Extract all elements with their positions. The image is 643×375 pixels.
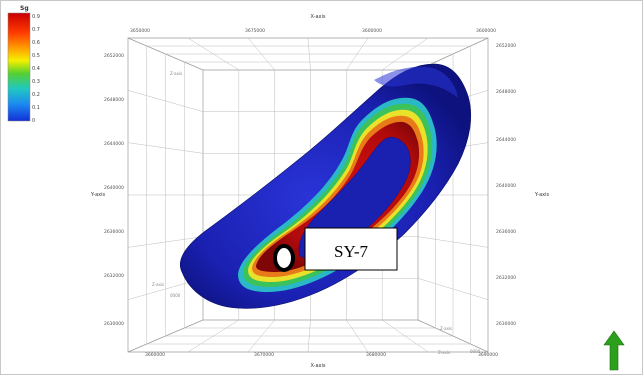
left-tick-6: 2632000 (104, 273, 124, 279)
top-tick-1: 3650000 (130, 28, 150, 34)
legend-color-bar (7, 12, 31, 122)
north-arrow-icon[interactable] (603, 330, 625, 371)
right-tick-4: 2640000 (496, 183, 516, 189)
bottom-tick-2: 3670000 (254, 352, 274, 358)
legend-label-0: 0.9 (32, 14, 40, 20)
inner-label-1: Z-axis (170, 71, 182, 76)
right-tick-2: 2648000 (496, 89, 516, 95)
left-tick-1: 2652000 (104, 53, 124, 59)
bottom-tick-3: 3680000 (366, 352, 386, 358)
right-tick-7: 2630000 (496, 321, 516, 327)
legend-label-7: 0.1 (32, 105, 40, 111)
left-tick-7: 2630000 (104, 321, 124, 327)
well-label: SY-7 (334, 242, 369, 261)
color-legend: Sg 0.9 0.7 0.6 0.5 0.4 0.3 0.2 0.1 0 (7, 5, 40, 124)
well-marker[interactable]: SY-7 (273, 227, 398, 272)
well-marker-icon[interactable] (273, 244, 295, 272)
reservoir-highlight (374, 66, 458, 98)
left-tick-5: 2636000 (104, 229, 124, 235)
top-axis-title: X-axis (311, 14, 326, 20)
legend-label-6: 0.2 (32, 92, 40, 98)
legend-label-1: 0.7 (32, 27, 40, 33)
legend-title: Sg (20, 5, 29, 12)
left-tick-3: 2644000 (104, 141, 124, 147)
inner-label-2: Z-axis (152, 282, 164, 287)
reservoir-body (180, 63, 472, 309)
right-tick-1: 2652000 (496, 43, 516, 49)
right-tick-3: 2644000 (496, 137, 516, 143)
tick-labels: 3650000 3675000 3600000 3600000 3660000 … (104, 28, 516, 358)
legend-label-8: 0 (32, 118, 35, 124)
left-axis-title: Y-axis (90, 192, 106, 198)
inner-label-6: 0000 (470, 349, 481, 354)
inner-label-5: 0000 (170, 293, 181, 298)
bottom-tick-4: 3690000 (478, 352, 498, 358)
legend-label-4: 0.4 (32, 66, 40, 72)
right-tick-5: 2636000 (496, 229, 516, 235)
legend-label-5: 0.3 (32, 79, 40, 85)
left-tick-4: 2640000 (104, 185, 124, 191)
legend-label-3: 0.5 (32, 53, 40, 59)
inner-label-4: Z-axis (438, 350, 450, 355)
top-tick-4: 3600000 (476, 28, 496, 34)
right-tick-6: 2632000 (496, 275, 516, 281)
legend-label-2: 0.6 (32, 40, 40, 46)
left-tick-2: 2648000 (104, 97, 124, 103)
well-label-box (304, 227, 398, 271)
inner-label-3: Z-axis (440, 326, 452, 331)
right-axis-title: Y-axis (534, 192, 550, 198)
top-tick-2: 3675000 (245, 28, 265, 34)
bottom-tick-1: 3660000 (145, 352, 165, 358)
top-tick-3: 3600000 (362, 28, 382, 34)
bottom-axis-title: X-axis (311, 363, 326, 369)
